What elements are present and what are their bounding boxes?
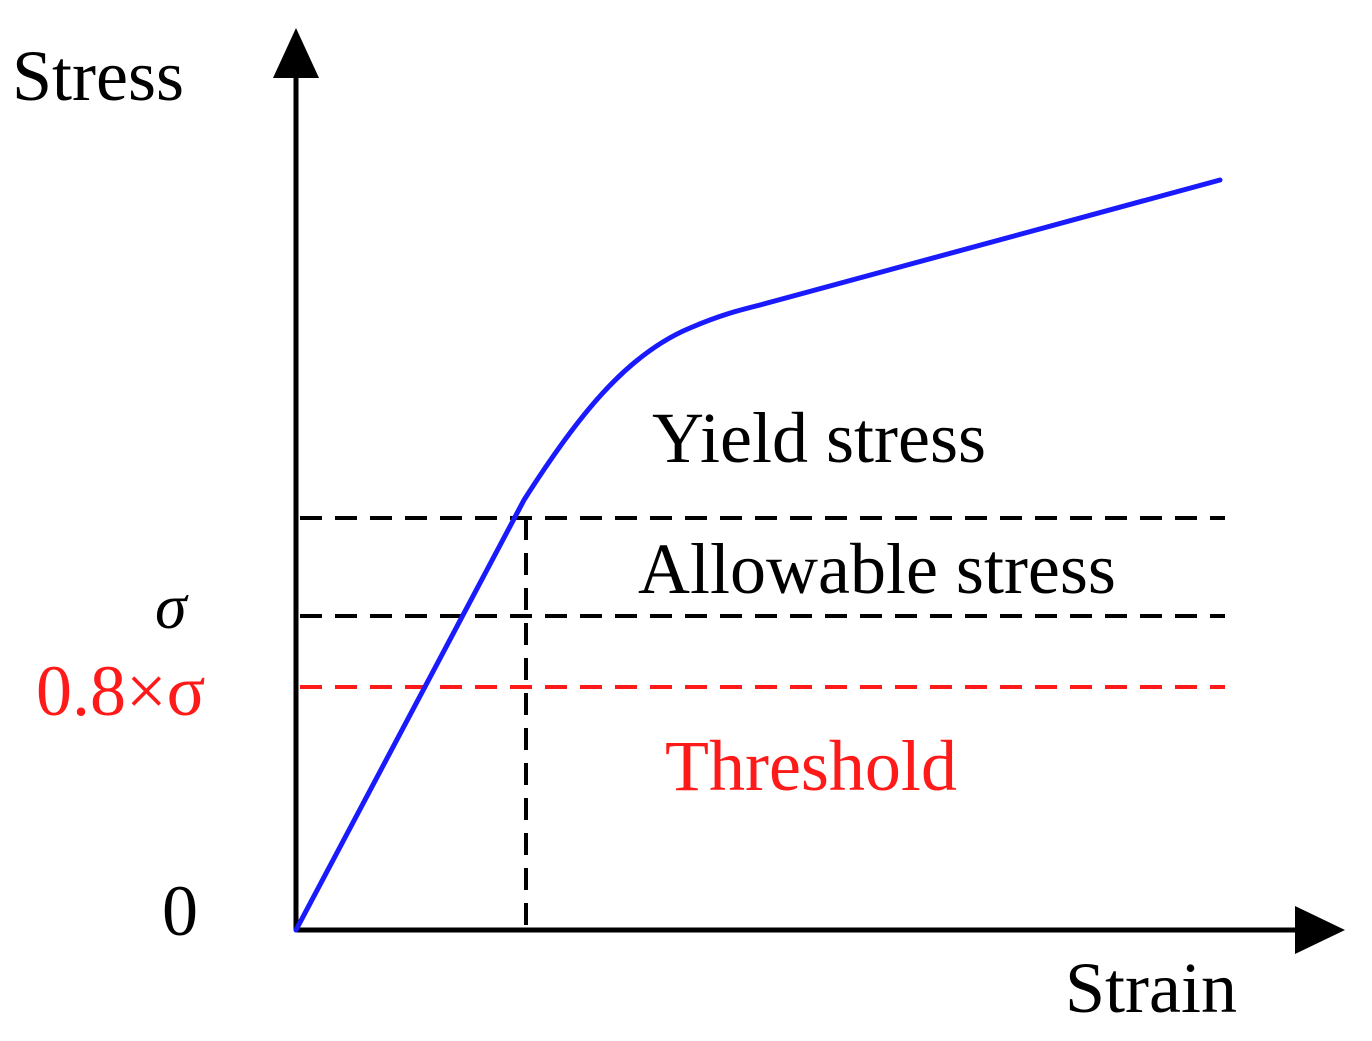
threshold-level-label: 0.8×σ <box>36 651 205 731</box>
stress-strain-curve <box>293 177 1223 933</box>
y-axis-arrowhead <box>273 28 319 78</box>
threshold-label: Threshold <box>665 726 957 806</box>
x-axis-arrowhead <box>1295 906 1345 954</box>
yield-stress-label: Yield stress <box>652 398 986 478</box>
sigma-label: σ <box>155 571 189 642</box>
origin-label: 0 <box>162 871 198 951</box>
x-axis-label: Strain <box>1065 948 1237 1028</box>
allowable-stress-label: Allowable stress <box>638 529 1116 609</box>
y-axis-label: Stress <box>12 36 184 116</box>
